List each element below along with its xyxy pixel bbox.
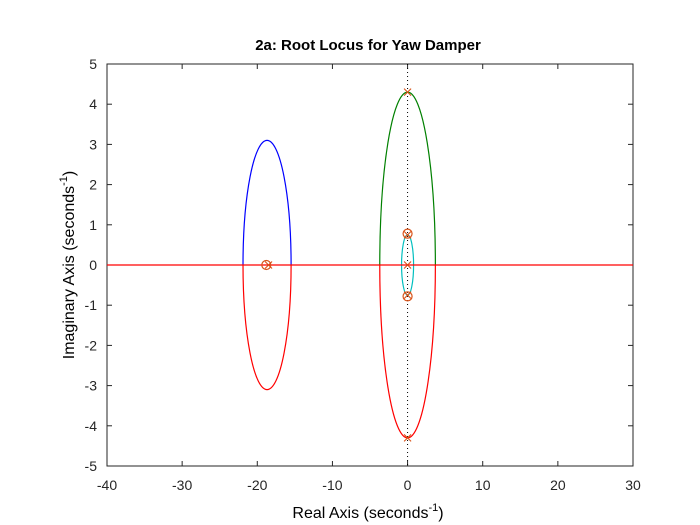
x-axis-label-exponent: -1 bbox=[428, 502, 438, 514]
zero-marker bbox=[402, 291, 413, 302]
x-tick-label: -10 bbox=[322, 477, 342, 493]
y-tick-label: 0 bbox=[89, 257, 97, 273]
y-tick-label: -3 bbox=[85, 378, 98, 394]
x-tick-label: -20 bbox=[247, 477, 267, 493]
pole-marker bbox=[264, 261, 273, 269]
y-tick-label: -5 bbox=[85, 458, 98, 474]
x-tick-label: 10 bbox=[475, 477, 491, 493]
x-axis-ticks: -40 -30 -20 -10 0 10 20 30 bbox=[97, 64, 641, 493]
zero-marker bbox=[261, 259, 272, 271]
locus-branch-lower-loop bbox=[242, 264, 292, 390]
x-axis-label: Real Axis (seconds-1) bbox=[292, 502, 443, 522]
y-tick-label: 5 bbox=[89, 56, 97, 72]
pole-zero-markers bbox=[261, 88, 413, 442]
x-tick-label: 20 bbox=[550, 477, 566, 493]
x-axis-label-close: ) bbox=[438, 505, 443, 522]
y-axis-ticks: 5 4 3 2 1 0 -1 -2 -3 -4 -5 bbox=[85, 56, 633, 474]
y-axis-label: Imaginary Axis (seconds-1) bbox=[58, 171, 78, 360]
y-axis-label-text: Imaginary Axis (seconds bbox=[61, 186, 78, 359]
pole-marker bbox=[403, 261, 412, 269]
x-tick-label: 30 bbox=[625, 477, 641, 493]
pole-marker bbox=[403, 230, 412, 239]
x-axis-label-text: Real Axis (seconds bbox=[292, 505, 428, 522]
y-tick-label: 3 bbox=[89, 136, 97, 152]
y-tick-label: -2 bbox=[85, 337, 98, 353]
zero-marker bbox=[402, 228, 413, 239]
pole-marker bbox=[403, 433, 412, 442]
y-tick-label: 2 bbox=[89, 177, 97, 193]
chart-title: 2a: Root Locus for Yaw Damper bbox=[255, 37, 481, 54]
y-axis-label-exponent: -1 bbox=[58, 176, 70, 186]
pole-marker bbox=[403, 291, 412, 300]
x-tick-label: 0 bbox=[404, 477, 412, 493]
y-tick-label: 4 bbox=[89, 96, 97, 112]
x-tick-label: -30 bbox=[172, 477, 192, 493]
y-tick-label: -1 bbox=[85, 297, 98, 313]
y-tick-label: 1 bbox=[89, 217, 97, 233]
y-tick-label: -4 bbox=[85, 418, 98, 434]
locus-branch-upper-loop bbox=[242, 140, 292, 266]
x-tick-label: -40 bbox=[97, 477, 117, 493]
pole-marker bbox=[403, 88, 412, 97]
y-axis-label-close: ) bbox=[61, 171, 78, 176]
